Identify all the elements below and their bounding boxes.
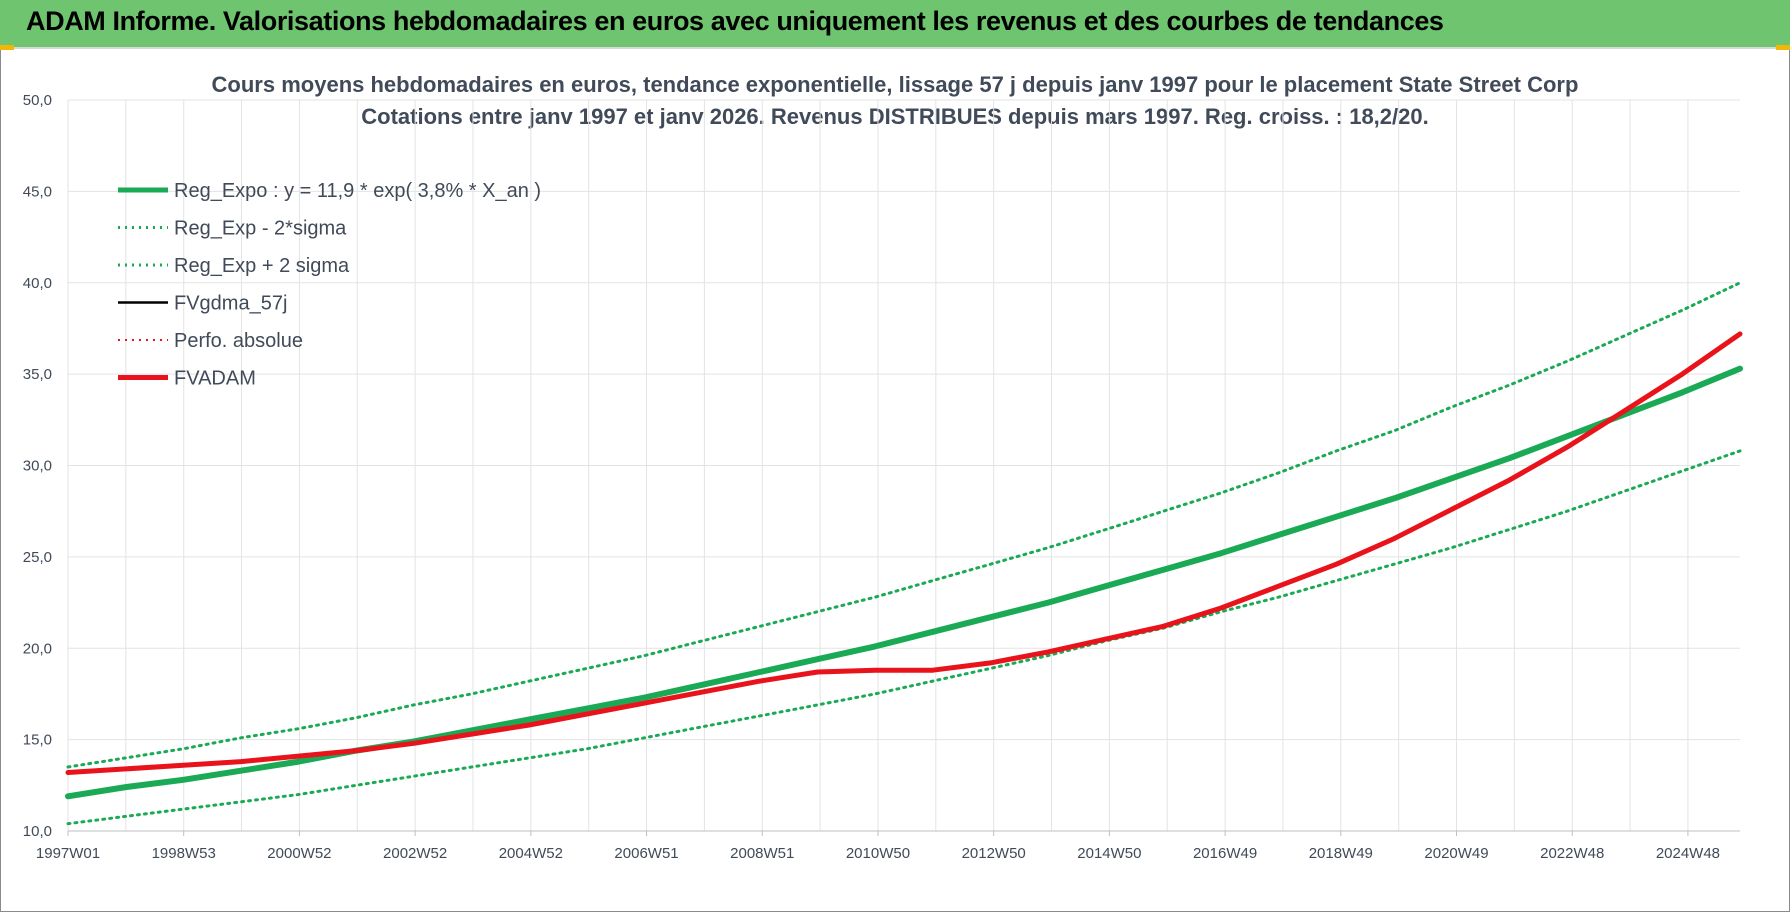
legend-label: Perfo. absolue: [174, 330, 303, 352]
x-tick-label: 2008W51: [730, 845, 794, 862]
x-tick-label: 2020W49: [1424, 845, 1488, 862]
y-tick-label: 15,0: [23, 732, 52, 749]
x-tick-label: 2004W52: [499, 845, 563, 862]
chart-subtitle: Cotations entre janv 1997 et janv 2026. …: [361, 104, 1429, 129]
chart-title: Cours moyens hebdomadaires en euros, ten…: [211, 72, 1579, 97]
y-tick-label: 50,0: [23, 92, 52, 109]
series-lines: [65, 281, 1743, 826]
x-tick-label: 1997W01: [36, 845, 100, 862]
legend-label: FVgdma_57j: [174, 293, 287, 315]
y-tick-label: 40,0: [23, 275, 52, 292]
series-line: [66, 332, 1742, 774]
x-tick-label: 2014W50: [1077, 845, 1141, 862]
x-tick-label: 1998W53: [152, 845, 216, 862]
grid-lines: [67, 99, 1740, 832]
legend: Reg_Expo : y = 11,9 * exp( 3,8% * X_an )…: [118, 180, 541, 390]
corner-marker-left: [0, 45, 14, 50]
x-tick-label: 2022W48: [1540, 845, 1604, 862]
x-tick-label: 2018W49: [1309, 845, 1373, 862]
x-tick-label: 2000W52: [267, 845, 331, 862]
x-axis: 1997W01 1998W53 2000W52 2002W52 2004W52 2006W…: [36, 830, 1740, 862]
y-tick-label: 20,0: [23, 640, 52, 657]
legend-label: Reg_Expo : y = 11,9 * exp( 3,8% * X_an ): [174, 180, 541, 202]
legend-label: FVADAM: [174, 368, 256, 390]
series-line: [66, 281, 1742, 769]
legend-label: Reg_Exp - 2*sigma: [174, 218, 347, 240]
series-line: [67, 333, 1741, 774]
series-line: [66, 449, 1742, 826]
series-line: [65, 331, 1743, 775]
legend-label: Reg_Exp + 2 sigma: [174, 255, 350, 277]
y-tick-label: 35,0: [23, 366, 52, 383]
y-tick-label: 25,0: [23, 549, 52, 566]
report-banner: ADAM Informe. Valorisations hebdomadaire…: [0, 0, 1790, 49]
x-tick-label: 2016W49: [1193, 845, 1257, 862]
corner-marker-right: [1776, 45, 1790, 50]
x-tick-label: 2010W50: [846, 845, 910, 862]
x-tick-label: 2002W52: [383, 845, 447, 862]
x-tick-label: 2024W48: [1656, 845, 1720, 862]
y-tick-label: 45,0: [23, 183, 52, 200]
x-tick-label: 2012W50: [962, 845, 1026, 862]
report-title: ADAM Informe. Valorisations hebdomadaire…: [26, 6, 1444, 36]
y-tick-label: 30,0: [23, 458, 52, 475]
series-line: [65, 365, 1743, 800]
y-tick-label: 10,0: [23, 823, 52, 840]
x-tick-label: 2006W51: [614, 845, 678, 862]
y-axis: 10,0 15,0 20,0 25,0 30,0 35,0 40,0 45,0 50,0: [23, 92, 52, 840]
